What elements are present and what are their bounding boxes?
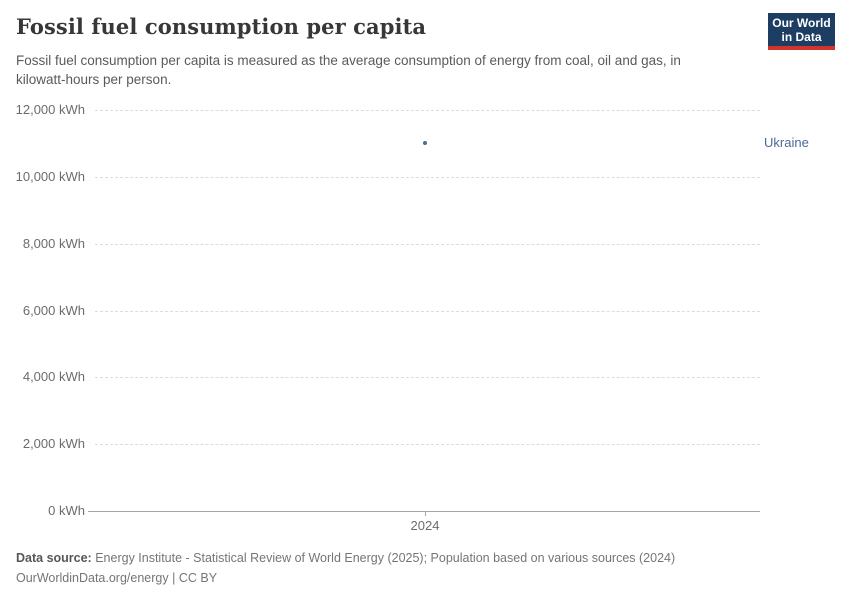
x-axis-tick [425, 511, 426, 516]
y-axis-tick-label: 2,000 kWh [22, 436, 85, 451]
chart-footer: Data source: Energy Institute - Statisti… [16, 548, 675, 588]
page-title: Fossil fuel consumption per capita [16, 14, 427, 39]
y-gridline [95, 244, 760, 245]
owid-logo: Our World in Data [768, 13, 835, 50]
data-source-text: Energy Institute - Statistical Review of… [91, 551, 676, 565]
data-source-line: Data source: Energy Institute - Statisti… [16, 548, 675, 568]
y-gridline [95, 110, 760, 111]
y-axis-tick-label: 4,000 kWh [22, 369, 85, 384]
owid-logo-line1: Our World [772, 15, 831, 30]
license-line: OurWorldinData.org/energy | CC BY [16, 568, 675, 588]
y-gridline [95, 377, 760, 378]
license-link[interactable]: CC BY [178, 571, 218, 585]
footer-separator: | [168, 571, 179, 585]
data-point-ukraine[interactable] [423, 141, 427, 145]
footer-link[interactable]: OurWorldinData.org/energy [16, 571, 169, 585]
data-source-label: Data source: [16, 551, 92, 565]
y-axis-tick-label: 8,000 kWh [22, 236, 85, 251]
y-axis-tick-label: 10,000 kWh [15, 169, 85, 184]
x-axis-line [88, 511, 760, 512]
y-axis-tick-label: 12,000 kWh [15, 102, 85, 117]
entity-label-ukraine[interactable]: Ukraine [764, 135, 809, 150]
x-axis-tick-label: 2024 [410, 518, 440, 533]
y-axis-tick-label: 6,000 kWh [22, 303, 85, 318]
y-gridline [95, 311, 760, 312]
y-axis-tick-label: 0 kWh [48, 503, 85, 518]
chart-subtitle: Fossil fuel consumption per capita is me… [16, 53, 681, 87]
y-gridline [95, 444, 760, 445]
y-gridline [95, 177, 760, 178]
owid-logo-line2: in Data [781, 29, 822, 44]
